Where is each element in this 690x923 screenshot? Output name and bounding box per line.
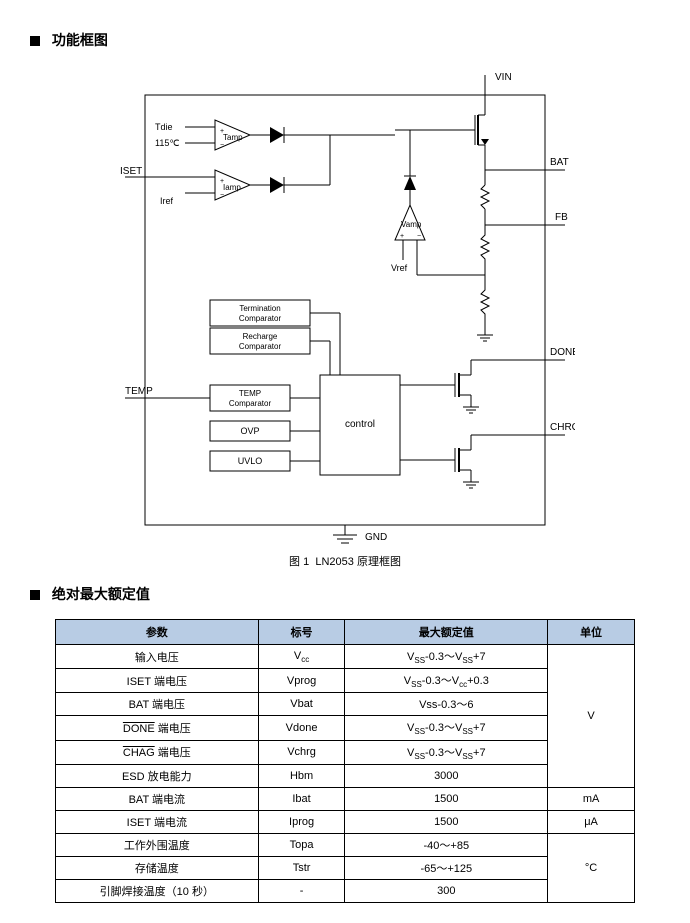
bullet-icon [30, 590, 40, 600]
svg-text:Recharge: Recharge [243, 332, 278, 341]
table-cell: 引脚焊接温度（10 秒） [56, 879, 259, 902]
table-cell: 输入电压 [56, 645, 259, 669]
svg-text:ISET: ISET [120, 166, 142, 177]
diagram-caption: 图 1 LN2053 原理框图 [30, 553, 660, 569]
table-cell: 存储温度 [56, 856, 259, 879]
svg-text:Comparator: Comparator [239, 314, 282, 323]
table-cell: BAT 端电压 [56, 693, 259, 716]
table-cell: CHAG 端电压 [56, 740, 259, 764]
table-cell: Vcc [258, 645, 345, 669]
table-row: BAT 端电流Ibat1500mA [56, 787, 635, 810]
table-cell: VSS-0.3～VSS+7 [345, 740, 548, 764]
table-cell: DONE 端电压 [56, 716, 259, 740]
table-cell: Vbat [258, 693, 345, 716]
svg-text:Termination: Termination [239, 304, 280, 313]
svg-text:Iamp: Iamp [223, 183, 241, 192]
svg-text:−: − [220, 192, 224, 199]
svg-text:VIN: VIN [495, 72, 512, 83]
block-diagram-svg: VIN BAT FB + − Tamp [115, 65, 575, 545]
table-cell: Vss-0.3～6 [345, 693, 548, 716]
table-cell: BAT 端电流 [56, 787, 259, 810]
table-cell: 1500 [345, 787, 548, 810]
block-diagram: VIN BAT FB + − Tamp [30, 65, 660, 569]
table-cell: Iprog [258, 810, 345, 833]
table-cell: Vdone [258, 716, 345, 740]
table-header: 标号 [258, 620, 345, 645]
table-cell: 工作外围温度 [56, 833, 259, 856]
svg-text:Comparator: Comparator [229, 399, 272, 408]
table-cell: ISET 端电流 [56, 810, 259, 833]
svg-text:−: − [417, 233, 421, 240]
ratings-table: 参数标号最大额定值单位 输入电压VccVSS-0.3～VSS+7VISET 端电… [55, 619, 635, 903]
table-cell: VSS-0.3～Vcc+0.3 [345, 669, 548, 693]
table-cell: 1500 [345, 810, 548, 833]
svg-text:GND: GND [365, 532, 387, 543]
ratings-title-text: 绝对最大额定值 [52, 586, 150, 602]
svg-text:TEMP: TEMP [125, 386, 153, 397]
svg-text:+: + [400, 233, 404, 240]
caption-prefix: 图 1 [289, 556, 309, 568]
bullet-icon [30, 36, 40, 46]
table-header: 最大额定值 [345, 620, 548, 645]
svg-text:Tamp: Tamp [223, 133, 243, 142]
svg-text:Iref: Iref [160, 196, 174, 206]
svg-text:OVP: OVP [240, 426, 259, 436]
section-title-diagram: 功能框图 [30, 30, 660, 50]
svg-text:Comparator: Comparator [239, 342, 282, 351]
svg-text:BAT: BAT [550, 157, 569, 168]
svg-text:UVLO: UVLO [238, 456, 263, 466]
diagram-title-text: 功能框图 [52, 32, 108, 48]
table-row: 输入电压VccVSS-0.3～VSS+7V [56, 645, 635, 669]
table-cell: Vchrg [258, 740, 345, 764]
table-cell: VSS-0.3～VSS+7 [345, 645, 548, 669]
svg-text:Vref: Vref [391, 263, 408, 273]
table-cell: VSS-0.3～VSS+7 [345, 716, 548, 740]
svg-text:−: − [220, 142, 224, 149]
table-cell: -65～+125 [345, 856, 548, 879]
table-cell: Topa [258, 833, 345, 856]
section-title-ratings: 绝对最大额定值 [30, 584, 660, 604]
svg-text:FB: FB [555, 212, 568, 223]
table-cell: - [258, 879, 345, 902]
table-cell: Ibat [258, 787, 345, 810]
table-cell: ESD 放电能力 [56, 764, 259, 787]
table-header: 单位 [548, 620, 635, 645]
svg-text:CHRG: CHRG [550, 422, 575, 433]
table-cell: ISET 端电压 [56, 669, 259, 693]
table-cell: Hbm [258, 764, 345, 787]
svg-text:control: control [345, 419, 375, 430]
svg-text:Vamp: Vamp [401, 220, 422, 229]
table-cell: 3000 [345, 764, 548, 787]
table-row: 工作外围温度Topa-40～+85°C [56, 833, 635, 856]
table-cell: 300 [345, 879, 548, 902]
svg-text:Tdie: Tdie [155, 122, 173, 132]
svg-text:DONE: DONE [550, 347, 575, 358]
table-cell: Vprog [258, 669, 345, 693]
table-header: 参数 [56, 620, 259, 645]
table-row: ISET 端电流Iprog1500μA [56, 810, 635, 833]
caption-text: LN2053 原理框图 [315, 556, 401, 568]
svg-text:115℃: 115℃ [155, 138, 179, 148]
svg-text:TEMP: TEMP [239, 389, 261, 398]
table-cell: -40～+85 [345, 833, 548, 856]
table-cell: Tstr [258, 856, 345, 879]
